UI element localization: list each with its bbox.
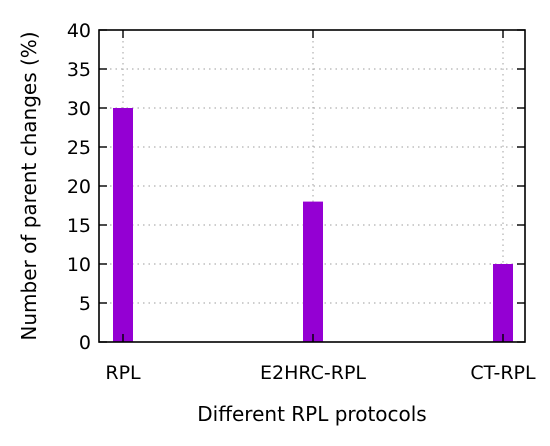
bar-e2hrc-rpl [303,201,323,342]
y-tick-label: 40 [67,20,91,42]
x-tick-label: E2HRC-RPL [260,362,366,384]
y-tick-label: 35 [67,59,91,81]
axis-ticks [99,29,525,343]
bars [113,108,513,342]
y-tick-label: 10 [67,254,91,276]
tick-labels: 0 5 10 15 20 25 30 35 40 RPL E2HRC-RPL CT-RPL [67,20,536,384]
y-tick-label: 0 [79,332,91,354]
x-tick-label: CT-RPL [470,362,536,384]
bar-ct-rpl [493,264,513,342]
x-axis-title: Different RPL protocols [197,402,426,426]
y-tick-label: 15 [67,215,91,237]
y-axis-title: Number of parent changes (%) [17,31,41,340]
y-tick-label: 30 [67,98,91,120]
y-tick-label: 20 [67,176,91,198]
y-tick-label: 25 [67,137,91,159]
x-tick-label: RPL [105,362,141,384]
bar-rpl [113,108,133,342]
y-tick-label: 5 [79,293,91,315]
